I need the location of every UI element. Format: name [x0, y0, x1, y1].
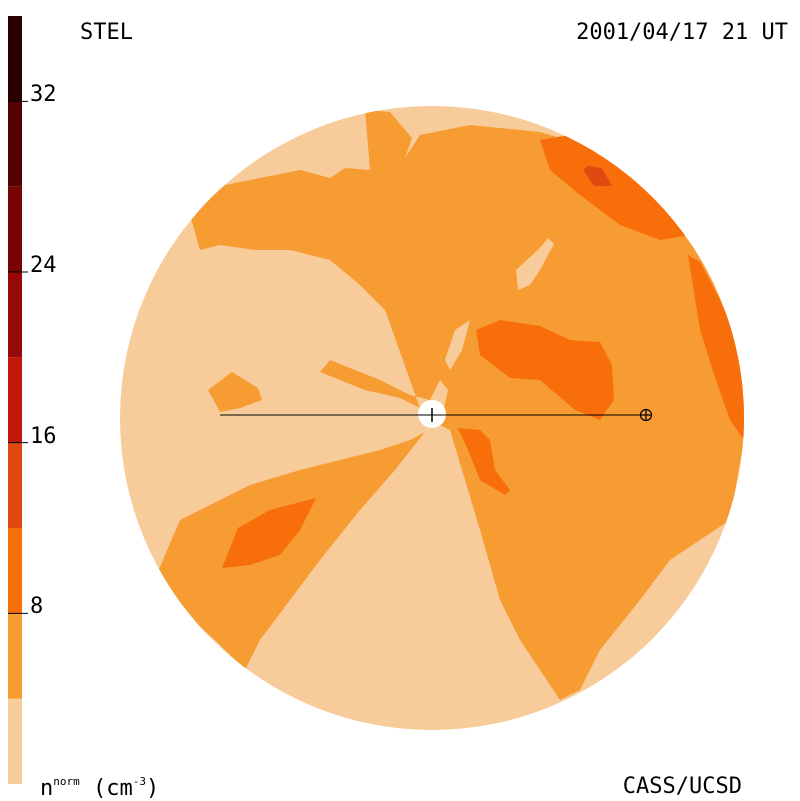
density-region-level2-west [150, 432, 425, 670]
units-label: nnorm (cm-3) [40, 776, 159, 800]
density-region-level3-east [688, 255, 744, 440]
density-disk [120, 106, 744, 730]
color-bar-band [8, 186, 22, 272]
density-region-level3-sw [222, 498, 316, 568]
color-bar-band [8, 357, 22, 443]
color-bar-band [8, 101, 22, 187]
color-bar-band [8, 528, 22, 614]
color-bar-tick-label: 16 [30, 423, 57, 449]
density-region-level3-center [476, 320, 614, 420]
density-region-level2-north [190, 110, 744, 700]
units-exponent: -3 [132, 775, 146, 788]
density-inlet [516, 238, 554, 290]
color-bar [8, 16, 28, 784]
color-bar-band [8, 16, 22, 102]
units-close: ) [146, 776, 160, 801]
units-symbol: n [40, 776, 54, 801]
color-bar-band [8, 613, 22, 699]
density-region-level3-south [458, 428, 510, 495]
source-label: STEL [80, 20, 133, 45]
color-bar-tick-label: 24 [30, 253, 57, 278]
datetime-label: 2001/04/17 21 UT [576, 20, 788, 45]
color-bar-tick-label: 8 [30, 594, 44, 620]
density-region-level4-peak [583, 166, 612, 186]
units-text: (cm [93, 776, 133, 801]
color-bar-band [8, 272, 22, 358]
credit-label: CASS/UCSD [622, 774, 742, 799]
units-superscript: norm [53, 775, 80, 788]
color-bar-tick-label: 32 [30, 82, 57, 108]
density-inlet [445, 320, 470, 370]
color-bar-band [8, 442, 22, 528]
density-region-level3-ne [540, 130, 690, 240]
color-bar-band [8, 698, 22, 784]
density-region-level2-islet [208, 372, 262, 412]
earth-icon [639, 408, 653, 422]
